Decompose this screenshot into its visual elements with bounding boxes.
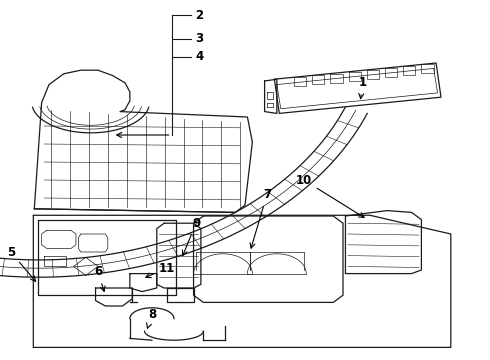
Text: 1: 1 [359, 76, 367, 99]
Text: 11: 11 [146, 262, 175, 278]
Text: 4: 4 [195, 50, 203, 63]
Text: 6: 6 [94, 265, 105, 291]
Text: 2: 2 [195, 9, 203, 22]
Text: 7: 7 [250, 188, 271, 248]
Text: 9: 9 [182, 217, 200, 256]
Text: 10: 10 [295, 174, 364, 217]
Text: 8: 8 [147, 309, 156, 328]
Text: 5: 5 [7, 246, 36, 281]
Text: 3: 3 [195, 32, 203, 45]
